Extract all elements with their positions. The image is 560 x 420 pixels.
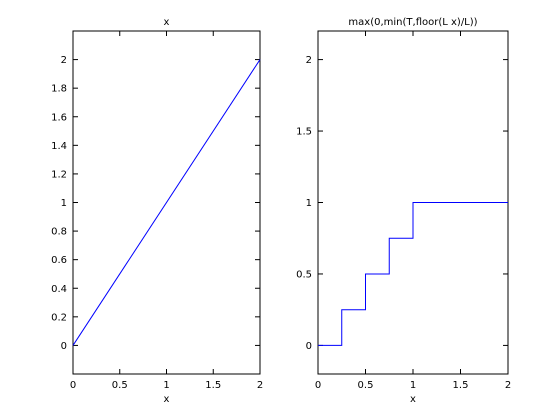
x-tick-label: 1.5 xyxy=(453,380,469,391)
y-tick-label: 1.6 xyxy=(51,112,67,123)
x-tick-label: 0 xyxy=(315,380,321,391)
y-tick-label: 0 xyxy=(306,341,312,352)
x-tick-label: 0.5 xyxy=(358,380,374,391)
plot-title: max(0,min(T,floor(L x)/L)) xyxy=(348,17,477,28)
y-tick-label: 0.4 xyxy=(51,284,67,295)
plot-title: x xyxy=(164,17,170,28)
x-axis-label: x xyxy=(410,394,416,405)
y-tick-label: 1.5 xyxy=(296,127,312,138)
series-line-1 xyxy=(318,202,508,346)
y-tick-label: 0.6 xyxy=(51,255,67,266)
y-tick-label: 1.2 xyxy=(51,169,67,180)
y-tick-label: 2 xyxy=(306,55,312,66)
x-tick-label: 0.5 xyxy=(112,380,128,391)
x-tick-label: 2 xyxy=(257,380,263,391)
x-tick-label: 1.5 xyxy=(205,380,221,391)
y-tick-label: 2 xyxy=(61,55,67,66)
x-tick-label: 0 xyxy=(70,380,76,391)
subplot-1: 0 0.5 1 1.5 2 0 0.2 0.4 0.6 0.8 1 1.2 1.4 1.6 1.8 2 x x xyxy=(51,17,263,405)
y-tick-label: 0.2 xyxy=(51,312,67,323)
y-tick-label: 1 xyxy=(61,198,67,209)
x-tick-label: 1 xyxy=(410,380,416,391)
series-line-1 xyxy=(72,59,261,346)
x-tick-label: 2 xyxy=(505,380,511,391)
y-tick-label: 1.8 xyxy=(51,84,67,95)
y-tick-label: 0 xyxy=(61,341,67,352)
y-tick-label: 1.4 xyxy=(51,141,67,152)
y-tick-label: 0.8 xyxy=(51,227,67,238)
y-tick-label: 0.5 xyxy=(296,269,312,280)
y-tick-label: 1 xyxy=(306,198,312,209)
x-tick-label: 1 xyxy=(163,380,169,391)
subplot-2: 0 0.5 1 1.5 2 0 0.5 1 1.5 2 max(0,min(T,floor(L x)… xyxy=(296,17,511,405)
x-axis-label: x xyxy=(164,394,170,405)
